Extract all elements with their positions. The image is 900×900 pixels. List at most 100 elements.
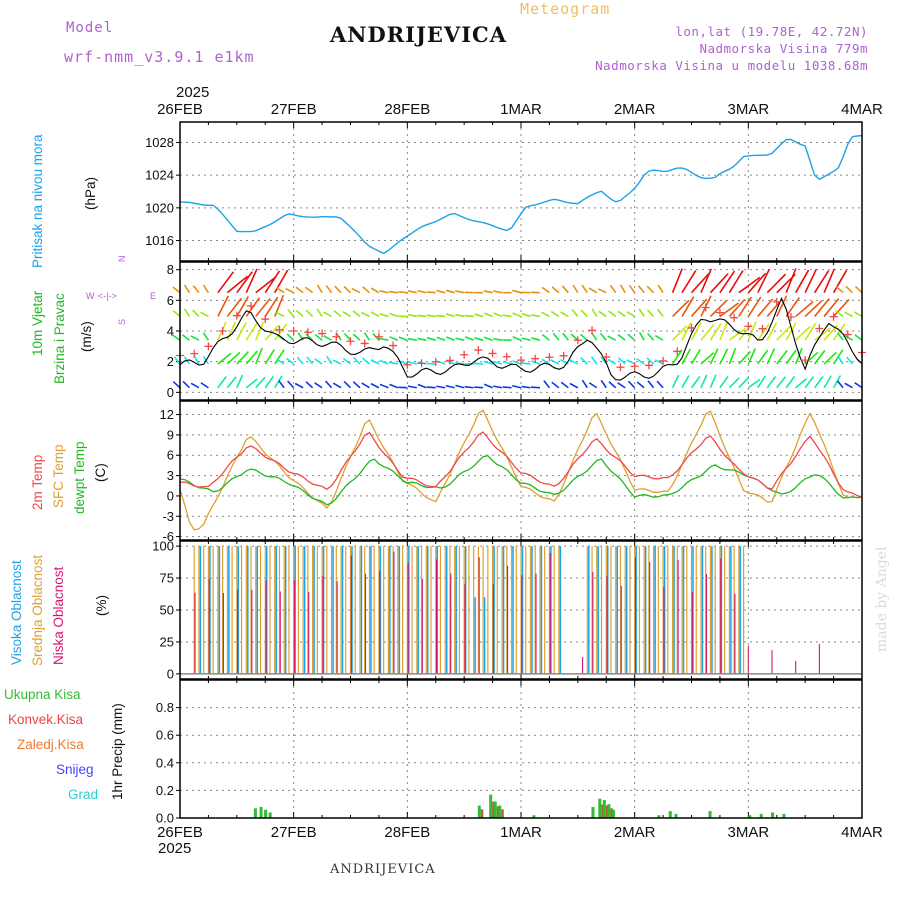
compass-w-label: W: [86, 291, 95, 301]
wind-arrow: [690, 349, 702, 365]
wind-arrow: [436, 385, 446, 389]
wind-arrow: [738, 350, 751, 365]
gust-marker: [403, 360, 412, 369]
wind-arrow: [275, 311, 285, 318]
top-date-label: 28FEB: [384, 101, 430, 118]
gust-marker: [417, 359, 426, 368]
wind-arrow: [728, 270, 744, 294]
y-tick-label: 25: [160, 634, 174, 649]
model-label: Model: [66, 20, 114, 36]
precip-bar-total: [498, 805, 502, 818]
wind-arrow: [728, 298, 746, 317]
gust-marker: [488, 349, 497, 358]
gust-marker: [715, 308, 724, 317]
top-date-label: 26FEB: [157, 101, 203, 118]
wind-arrow: [719, 302, 740, 318]
wind-arrow: [474, 337, 484, 341]
wind-arrow: [217, 376, 227, 389]
precip-bars: [253, 794, 786, 818]
wind-arrow: [323, 311, 332, 318]
wind-arrow: [343, 380, 352, 389]
wind-arrow: [398, 336, 408, 341]
wind-arrow: [264, 270, 281, 294]
gust-marker: [815, 324, 824, 333]
wind-speed-line: [179, 296, 863, 381]
wind-arrow: [426, 291, 436, 294]
wind-arrow: [845, 285, 854, 294]
wind-arrow: [417, 314, 427, 318]
wind-arrow: [379, 313, 389, 318]
wind-arrow: [814, 298, 830, 317]
wind-arrow: [474, 386, 484, 389]
wind-arrow: [305, 309, 314, 318]
wind-arrow: [654, 359, 664, 365]
gust-marker: [261, 315, 270, 324]
wind-arrow: [638, 332, 645, 341]
gust-marker: [659, 356, 668, 365]
top-date-label: 2MAR: [614, 101, 656, 118]
wind-arrow: [493, 312, 503, 318]
pressure-line: [180, 134, 863, 255]
wind-arrow: [844, 311, 853, 318]
gust-marker: [190, 349, 199, 358]
y-tick-label: 0.8: [156, 700, 174, 715]
y-tick-label: 0.2: [156, 783, 174, 798]
wind-arrow: [757, 375, 766, 389]
wind-arrow: [296, 356, 304, 365]
wind-arrow: [333, 310, 342, 318]
wind-arrow: [657, 284, 664, 294]
wind-arrow: [342, 357, 351, 365]
wind-arrow: [332, 382, 342, 389]
wind-arrow: [352, 381, 361, 389]
wind-arrow: [362, 357, 370, 365]
wind-arrow: [286, 333, 295, 341]
precip-bar-convective: [480, 809, 484, 818]
wind-arrow: [512, 312, 522, 318]
wind-arrow: [512, 360, 522, 365]
y-tick-label: 1028: [145, 135, 174, 150]
wind-arrow: [832, 375, 842, 389]
wind-arrow: [464, 385, 474, 389]
gust-marker: [701, 303, 710, 312]
wind-arrow: [551, 286, 560, 294]
wind-arrow: [709, 322, 722, 341]
meteogram-label: Meteogram: [520, 0, 611, 18]
legend-snow: Snijeg: [56, 762, 94, 777]
wind-arrow: [342, 310, 351, 318]
y-tick-label: 1024: [145, 168, 174, 183]
wind-arrow: [245, 297, 261, 317]
wind-arrow: [502, 314, 512, 318]
wind-arrow: [343, 332, 352, 341]
wind-arrow: [846, 356, 854, 365]
wind-arrow: [541, 333, 550, 341]
wind-arrow: [521, 362, 531, 365]
wind-arrow: [370, 358, 380, 365]
wind-arrow: [681, 322, 692, 341]
wind-arrow: [191, 309, 200, 318]
wind-arrow: [502, 386, 512, 389]
wind-arrow: [483, 336, 493, 341]
wind-arrow: [436, 289, 446, 294]
legend-freezing-rain: Zaledj.Kisa: [17, 737, 84, 752]
wind-arrow: [646, 357, 655, 365]
precip-bar-total: [532, 815, 536, 818]
compass-n-label: N: [117, 256, 127, 263]
wind-arrow: [709, 374, 717, 389]
wind-arrow: [728, 377, 740, 389]
wind-arrow: [236, 351, 250, 365]
y-tick-label: 6: [167, 448, 174, 463]
wind-arrow: [324, 380, 333, 389]
wind-arrow: [814, 327, 831, 341]
wind-arrow: [483, 360, 493, 365]
wind-arrow: [607, 358, 617, 365]
compass-e-label: E: [150, 291, 156, 301]
gust-marker: [843, 330, 852, 339]
wind-arrow: [172, 381, 181, 389]
wind-arrow: [636, 358, 645, 365]
wind-arrow: [646, 332, 655, 341]
wind-arrow: [226, 376, 237, 389]
wind-arrow: [363, 332, 371, 341]
top-date-label: 1MAR: [500, 101, 542, 118]
wind-arrow: [483, 383, 493, 389]
wind-arrow: [690, 322, 702, 341]
